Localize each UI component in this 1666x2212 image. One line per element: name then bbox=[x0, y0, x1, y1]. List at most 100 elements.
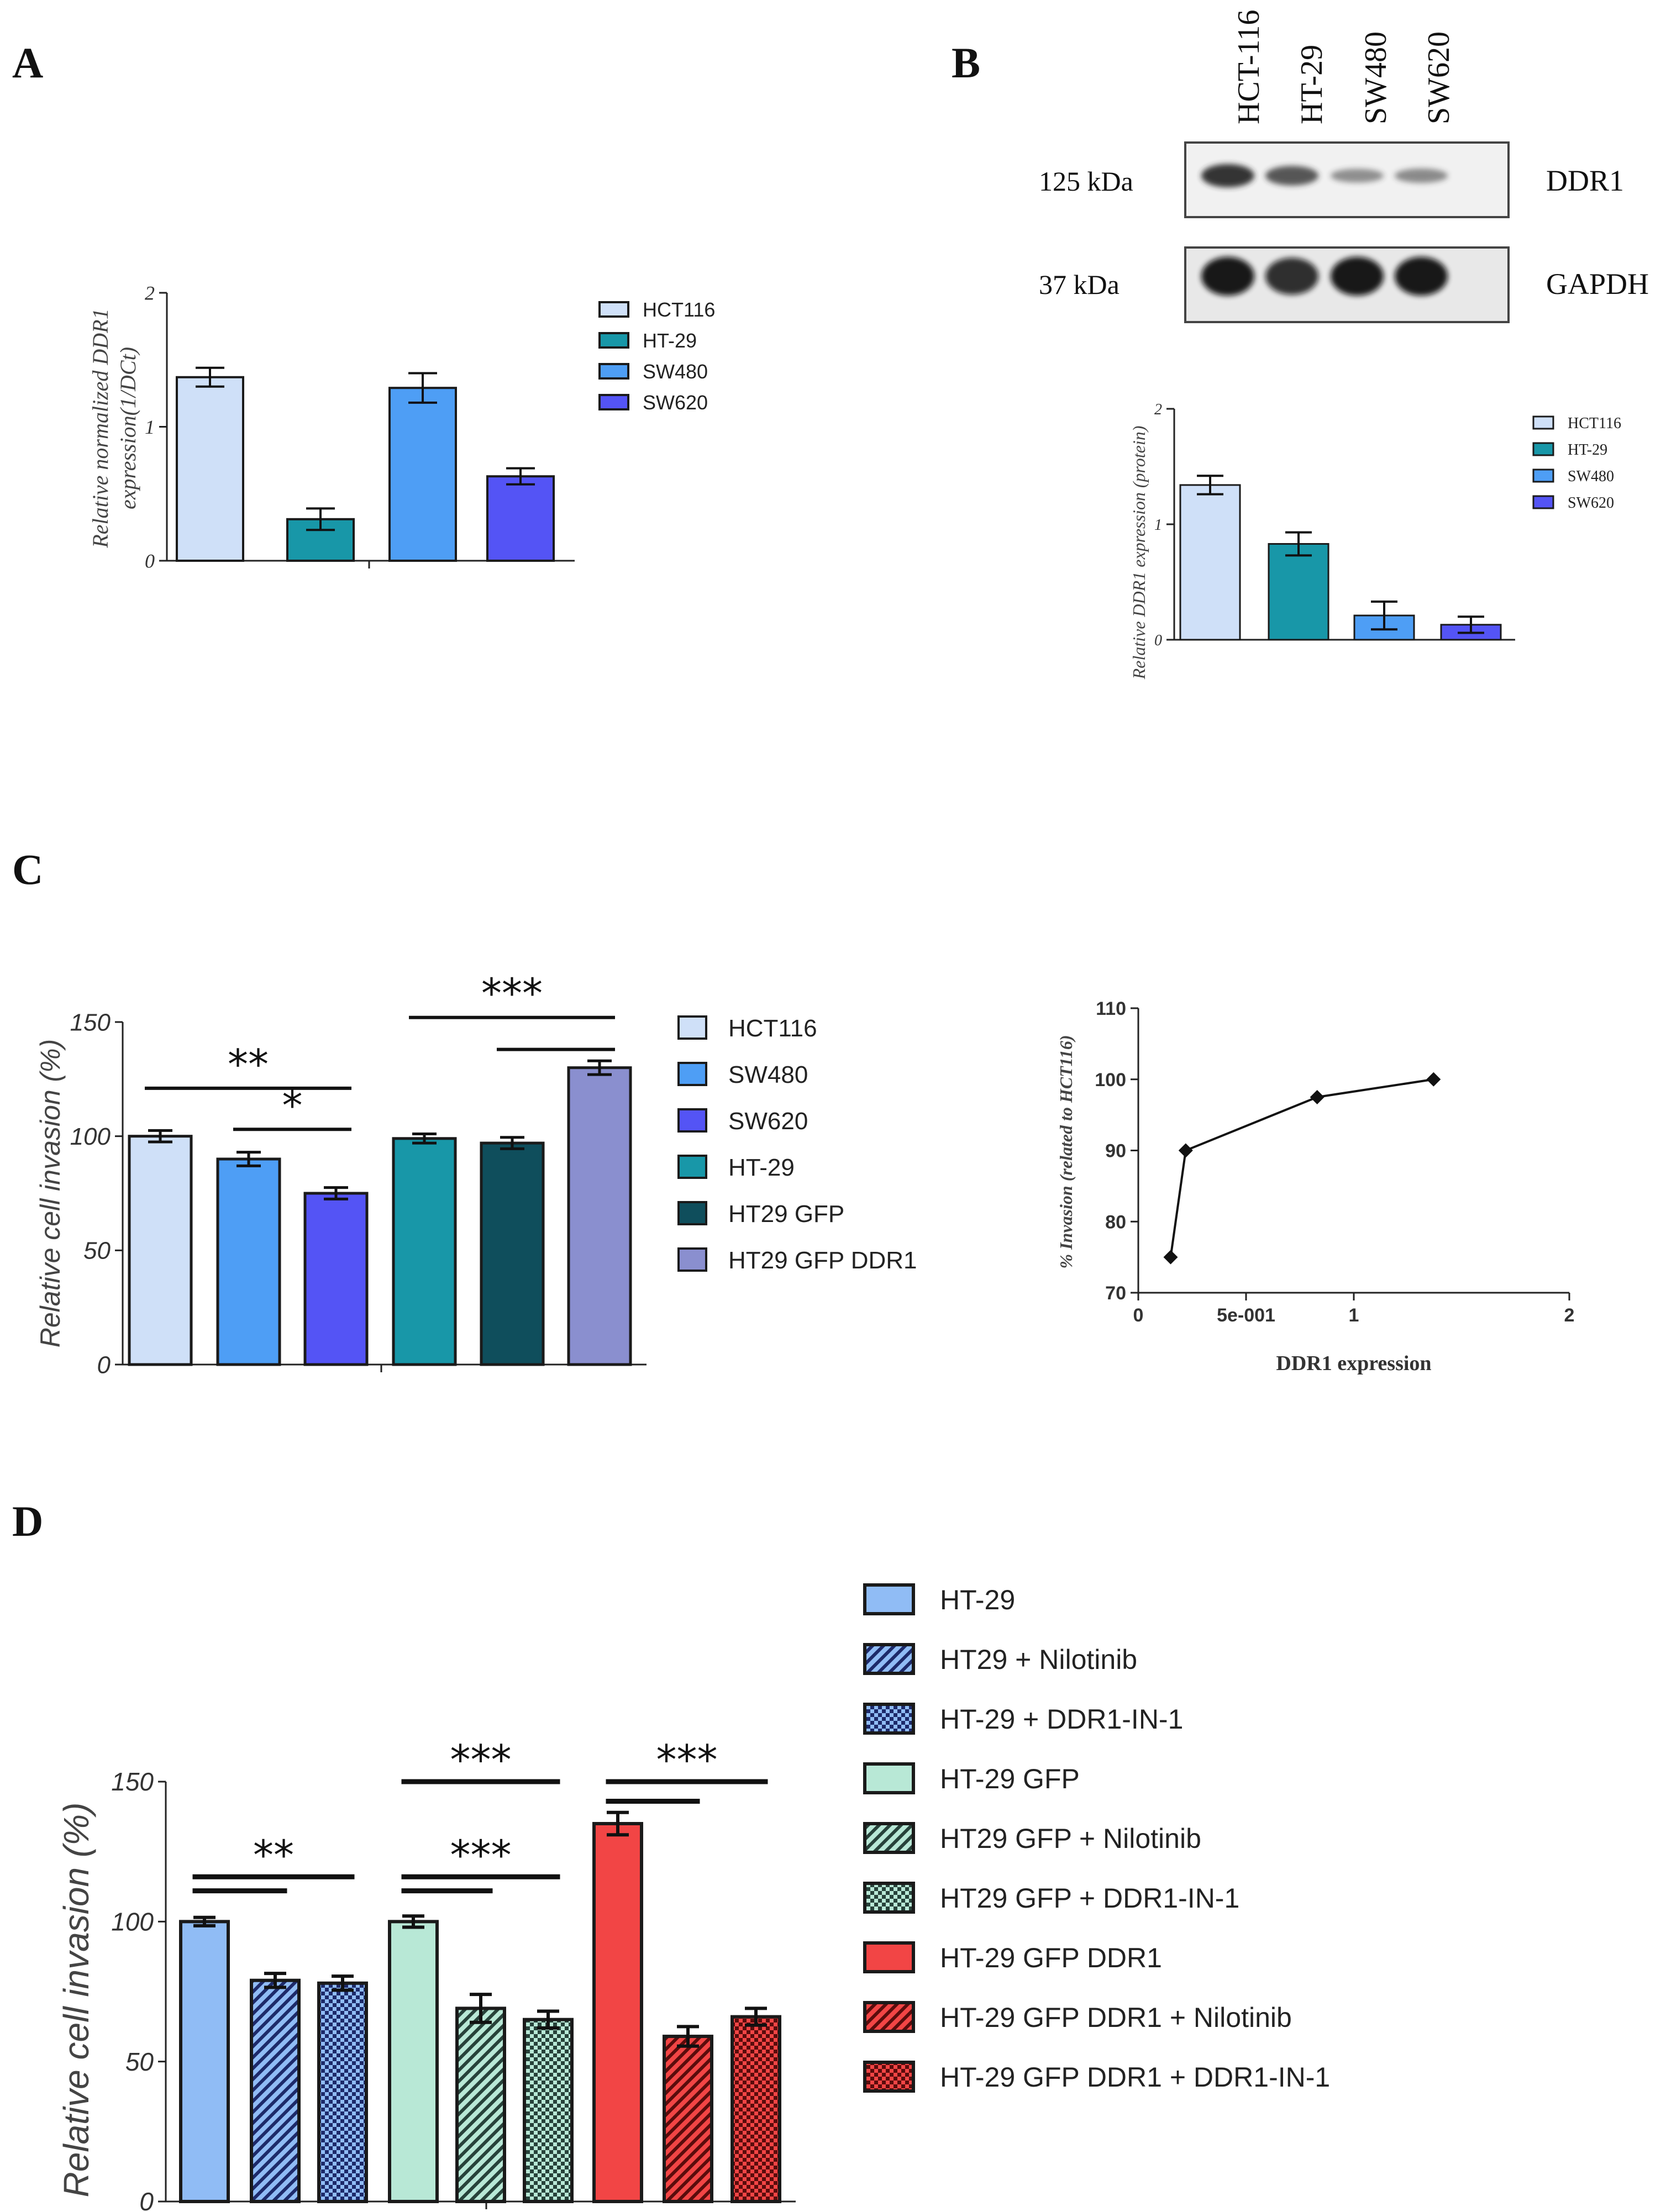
legend-swatch bbox=[1532, 442, 1554, 456]
blot-band bbox=[1265, 257, 1318, 295]
y-tick-label: 110 bbox=[1096, 998, 1126, 1019]
legend-swatch bbox=[863, 1583, 915, 1615]
blot-lane-label: HT-29 bbox=[1295, 45, 1329, 124]
bar-hct116 bbox=[1179, 484, 1241, 641]
legend-swatch bbox=[677, 1062, 707, 1086]
blot-band bbox=[1201, 164, 1254, 187]
blot-mw-label: 125 kDa bbox=[1039, 166, 1133, 197]
y-tick-label: 100 bbox=[1095, 1070, 1126, 1091]
bar-sw620 bbox=[486, 475, 555, 562]
legend-label: SW480 bbox=[643, 360, 708, 383]
blot-lane-label: HCT-116 bbox=[1232, 10, 1266, 124]
blot-mw-label: 37 kDa bbox=[1039, 269, 1120, 300]
panel-label-b: B bbox=[952, 39, 980, 87]
bar-sw620 bbox=[303, 1192, 369, 1366]
bar-hct116 bbox=[128, 1135, 193, 1366]
significance-label: ** bbox=[228, 1041, 269, 1088]
legend-label: HCT116 bbox=[1568, 415, 1621, 432]
blot-lane-label: SW620 bbox=[1422, 31, 1456, 124]
chart-b-ylabel: Relative DDR1 expression (protein) bbox=[1129, 426, 1149, 680]
bar-ht-29-gfp-ddr1-ddr1-in-1 bbox=[730, 2015, 781, 2204]
chart-d-ylabel: Relative cell invasion (%) bbox=[56, 1803, 96, 2198]
y-tick-label: 100 bbox=[70, 1123, 111, 1150]
y-tick-label: 90 bbox=[1105, 1141, 1126, 1162]
y-tick-label: 50 bbox=[125, 2047, 154, 2076]
chart-c2-ylabel: % Invasion (related to HCT116) bbox=[1056, 1035, 1076, 1268]
blot-band bbox=[1201, 257, 1254, 296]
legend-label: HT-29 bbox=[643, 329, 697, 352]
panel-label-d: D bbox=[12, 1497, 43, 1545]
y-tick-label: 0 bbox=[97, 1351, 111, 1378]
y-tick-label: 150 bbox=[70, 1009, 111, 1036]
western-blot: HCT-116 HT-29 SW480 SW620 125 kDa 37 kDa… bbox=[1039, 10, 1649, 323]
legend-label: HT29 GFP + Nilotinib bbox=[940, 1823, 1201, 1854]
y-tick-label: 1 bbox=[145, 416, 155, 438]
chart-c-ylabel: Relative cell invasion (%) bbox=[35, 1039, 66, 1348]
legend-label: HT29 GFP + DDR1-IN-1 bbox=[940, 1883, 1239, 1914]
blot-band bbox=[1331, 257, 1384, 296]
legend-swatch bbox=[1532, 495, 1554, 509]
legend-label: HT29 + Nilotinib bbox=[940, 1644, 1137, 1675]
x-tick-label: 5e-001 bbox=[1217, 1305, 1275, 1326]
x-tick-label: 0 bbox=[1133, 1305, 1144, 1326]
significance-label: *** bbox=[450, 1831, 512, 1879]
blot-band bbox=[1331, 168, 1384, 183]
legend-swatch bbox=[598, 332, 629, 349]
x-tick-label: 2 bbox=[1564, 1305, 1575, 1326]
bar-ht-29-ddr1-in-1 bbox=[317, 1981, 368, 2204]
legend-label: HT29 GFP DDR1 bbox=[728, 1247, 917, 1274]
chart-c-bar: Relative cell invasion (%) 050100150****… bbox=[35, 970, 917, 1379]
bar-hct116 bbox=[176, 376, 244, 562]
blot-band bbox=[1395, 257, 1448, 296]
bar-ht29-gfp-ddr1-in-1 bbox=[523, 2018, 574, 2204]
legend-label: HT-29 GFP DDR1 bbox=[940, 1942, 1162, 1973]
legend-label: SW620 bbox=[643, 391, 708, 414]
legend-label: HT-29 bbox=[940, 1584, 1015, 1615]
bar-sw480 bbox=[216, 1157, 281, 1366]
significance-label: *** bbox=[481, 970, 543, 1018]
x-tick-label: 1 bbox=[1349, 1305, 1359, 1326]
bar-ht29-gfp-nilotinib bbox=[455, 2006, 506, 2203]
legend-label: SW620 bbox=[1568, 494, 1614, 512]
y-tick-label: 2 bbox=[145, 282, 155, 304]
legend-swatch bbox=[598, 394, 629, 410]
blot-protein-label: GAPDH bbox=[1546, 267, 1649, 301]
chart-a-ylabel: expression(1/DCt) bbox=[115, 347, 140, 509]
chart-c-line: % Invasion (related to HCT116) DDR1 expr… bbox=[1056, 998, 1574, 1375]
y-tick-label: 2 bbox=[1154, 401, 1162, 418]
data-point bbox=[1310, 1089, 1325, 1104]
y-tick-label: 0 bbox=[145, 550, 155, 572]
legend-swatch bbox=[598, 301, 629, 318]
data-point bbox=[1163, 1250, 1178, 1265]
legend-label: HT-29 GFP DDR1 + Nilotinib bbox=[940, 2002, 1292, 2033]
chart-b: Relative DDR1 expression (protein) 0 1 2 HC… bbox=[1129, 401, 1621, 680]
legend-swatch bbox=[863, 1703, 915, 1735]
bar-sw480 bbox=[388, 387, 457, 562]
chart-a-ylabel: Relative normalized DDR1 bbox=[88, 308, 113, 548]
y-tick-label: 150 bbox=[111, 1767, 154, 1796]
bar-ht29-gfp bbox=[480, 1141, 545, 1366]
bar-ht-29 bbox=[392, 1137, 457, 1366]
legend-swatch bbox=[677, 1155, 707, 1179]
legend-label: HT29 GFP bbox=[728, 1200, 844, 1228]
significance-label: ** bbox=[253, 1831, 294, 1879]
legend-swatch bbox=[863, 2001, 915, 2033]
y-tick-label: 100 bbox=[111, 1907, 154, 1936]
bar-ht29-nilotinib bbox=[250, 1978, 301, 2204]
bar-ht-29-gfp-ddr1-nilotinib bbox=[663, 2035, 713, 2203]
legend-label: HT-29 bbox=[728, 1154, 795, 1181]
legend-swatch bbox=[863, 2061, 915, 2093]
bar-ht29-gfp-ddr1 bbox=[567, 1066, 632, 1366]
legend-swatch bbox=[598, 363, 629, 380]
blot-protein-label: DDR1 bbox=[1546, 164, 1624, 197]
y-tick-label: 50 bbox=[83, 1237, 111, 1265]
legend-swatch bbox=[863, 1643, 915, 1675]
blot-band bbox=[1395, 168, 1448, 183]
legend-label: HT-29 GFP DDR1 + DDR1-IN-1 bbox=[940, 2062, 1330, 2093]
legend-swatch bbox=[677, 1201, 707, 1225]
data-point bbox=[1426, 1072, 1441, 1087]
significance-label: *** bbox=[656, 1736, 718, 1784]
legend-label: HT-29 bbox=[1568, 441, 1607, 459]
legend-swatch bbox=[677, 1108, 707, 1133]
